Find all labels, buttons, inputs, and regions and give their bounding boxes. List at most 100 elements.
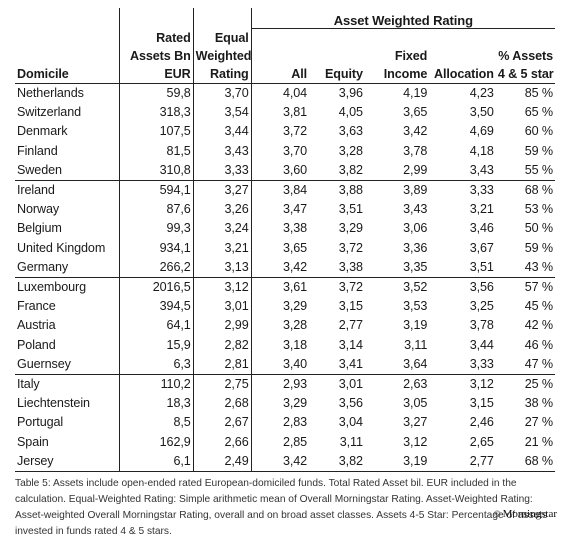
equity-cell: 4,05: [338, 105, 363, 120]
rated-assets-cell: 87,6: [118, 200, 194, 220]
allocation-cell: 3,67: [469, 240, 494, 255]
pct-assets-cell: 55 %: [524, 162, 553, 177]
all-cell: 3,61: [250, 277, 310, 298]
table-row: Guernsey 6,3 2,81 3,40 3,41 3,64 3,33 47 %: [15, 354, 555, 375]
morningstar-logo: © Morningstar: [494, 508, 557, 520]
table-row: United Kingdom 934,1 3,21 3,65 3,72 3,36 3,67 5…: [15, 238, 555, 258]
fixed-income-cell: 3,06: [403, 221, 428, 236]
header-empty: [250, 47, 310, 65]
rated-assets-header-line2: Assets Bn: [118, 47, 194, 65]
rated-assets-cell: 6,3: [118, 354, 194, 375]
equal-weighted-header-line2: Weighted: [192, 47, 251, 65]
domicile-header: Domicile: [15, 65, 120, 84]
all-cell: 3,42: [250, 451, 310, 473]
equity-cell: 3,28: [338, 143, 363, 158]
pct-assets-header-line1: % Assets: [498, 49, 553, 63]
pct-assets-cell: 85 %: [524, 86, 553, 100]
header-empty: [365, 29, 429, 48]
all-cell: 3,47: [250, 200, 310, 220]
pct-assets-cell: 47 %: [524, 356, 553, 371]
table-row: Switzerland 318,3 3,54 3,81 4,05 3,65 3,50 65 %: [15, 103, 555, 123]
rated-assets-cell: 59,8: [118, 83, 194, 104]
table-footnote: Table 5: Assets include open-ended rated…: [15, 478, 548, 537]
rated-assets-cell: 99,3: [118, 219, 194, 239]
copyright-mark: ©: [493, 509, 501, 519]
allocation-cell: 2,65: [469, 434, 494, 449]
table-row: Austria 64,1 2,99 3,28 2,77 3,19 3,78 42 %: [15, 316, 555, 336]
fixed-income-cell: 2,99: [403, 162, 428, 177]
domicile-cell: Germany: [17, 259, 69, 274]
pct-assets-cell: 68 %: [495, 180, 555, 201]
pct-assets-cell: 38 %: [524, 396, 553, 411]
domicile-cell: Denmark: [17, 124, 68, 139]
rated-assets-cell: 266,2: [118, 257, 194, 278]
domicile-cell: Finland: [17, 143, 58, 158]
ratings-table: Asset Weighted Rating Rated Equal Assets…: [15, 8, 555, 473]
domicile-cell: Switzerland: [17, 105, 81, 120]
asset-weighted-rating-header: Asset Weighted Rating: [250, 8, 555, 29]
equal-weighted-cell: 3,24: [192, 219, 252, 239]
equity-cell: 3,51: [338, 202, 363, 217]
equal-weighted-cell: 2,49: [192, 451, 252, 473]
table-row: Norway 87,6 3,26 3,47 3,51 3,43 3,21 53 %: [15, 200, 555, 220]
domicile-cell: United Kingdom: [17, 240, 106, 255]
rated-assets-cell: 64,1: [118, 316, 194, 336]
table-row: Jersey 6,1 2,49 3,42 3,82 3,19 2,77 68 %: [15, 451, 555, 473]
fixed-income-cell: 3,89: [364, 180, 430, 201]
all-cell: 3,65: [250, 238, 310, 258]
brand-name: Morningstar: [502, 508, 557, 520]
allocation-cell: 3,15: [469, 396, 494, 411]
fixed-income-cell: 3,12: [403, 434, 428, 449]
equal-weighted-cell: 2,81: [192, 354, 252, 375]
fixed-income-cell: 3,64: [403, 356, 428, 371]
all-cell: 3,84: [250, 180, 310, 201]
equity-cell: 3,14: [338, 337, 363, 352]
allocation-header: Allocation: [429, 65, 496, 84]
equal-weighted-cell: 2,66: [192, 432, 252, 452]
table-row: Belgium 99,3 3,24 3,38 3,29 3,06 3,46 50 %: [15, 219, 555, 239]
fixed-income-cell: 3,35: [403, 259, 428, 274]
equity-cell: 3,88: [309, 180, 365, 201]
rated-assets-cell: 934,1: [118, 238, 194, 258]
header-empty: [309, 47, 365, 65]
equal-weighted-cell: 2,99: [192, 316, 252, 336]
domicile-cell: Italy: [15, 374, 120, 395]
equal-weighted-cell: 2,82: [192, 335, 252, 355]
equity-cell: 2,77: [338, 318, 363, 333]
equity-cell: 3,29: [338, 221, 363, 236]
fixed-income-cell: 3,19: [403, 318, 428, 333]
all-cell: 3,81: [250, 103, 310, 123]
pct-assets-cell: 45 %: [524, 299, 553, 314]
table-row: Ireland 594,1 3,27 3,84 3,88 3,89 3,33 68 %: [15, 180, 555, 201]
equity-cell: 3,01: [309, 374, 365, 395]
equal-weighted-cell: 2,68: [192, 394, 252, 414]
pct-assets-cell: 21 %: [524, 434, 553, 449]
equal-weighted-header-line3: Rating: [192, 65, 252, 84]
equal-weighted-header-line1: Equal: [192, 28, 252, 47]
table-row: Liechtenstein 18,3 2,68 3,29 3,56 3,05 3,15 38 …: [15, 394, 555, 414]
equal-weighted-cell: 3,33: [192, 160, 252, 181]
fixed-income-cell: 3,11: [404, 337, 428, 352]
pct-assets-header-line2: 4 & 5 star: [495, 65, 555, 84]
allocation-cell: 4,23: [469, 86, 494, 100]
allocation-cell: 2,77: [429, 451, 496, 473]
allocation-cell: 3,78: [469, 318, 494, 333]
header-empty: [250, 28, 310, 47]
all-cell: 3,70: [250, 141, 310, 161]
table-row: Denmark 107,5 3,44 3,72 3,63 3,42 4,69 60 %: [15, 122, 555, 142]
equity-cell: 3,15: [338, 299, 363, 314]
equal-weighted-cell: 3,44: [192, 122, 252, 142]
domicile-cell: Austria: [17, 318, 56, 333]
all-cell: 4,04: [250, 83, 310, 104]
header-empty: [118, 8, 194, 29]
fixed-income-cell: 3,78: [403, 143, 428, 158]
fixed-income-cell: 2,63: [364, 374, 430, 395]
pct-assets-cell: 43 %: [524, 259, 553, 274]
allocation-cell: 3,33: [469, 356, 494, 371]
pct-assets-cell: 59 %: [524, 143, 553, 158]
equal-weighted-cell: 3,27: [192, 180, 252, 201]
allocation-cell: 3,43: [469, 162, 494, 177]
equal-weighted-cell: 2,67: [192, 413, 252, 433]
pct-assets-cell: 53 %: [524, 202, 553, 217]
equal-weighted-cell: 3,13: [192, 257, 252, 278]
